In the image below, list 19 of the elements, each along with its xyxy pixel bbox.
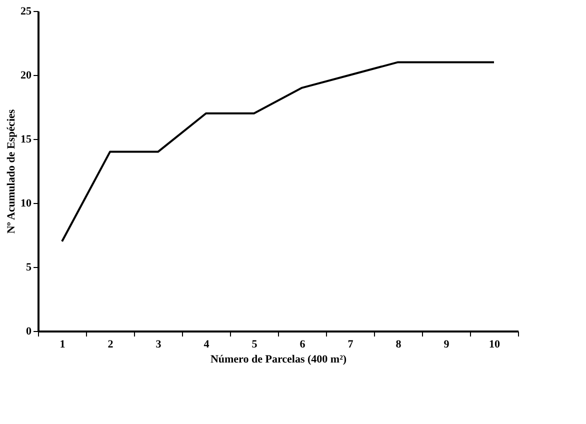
x-tick-label: 7 bbox=[348, 338, 354, 350]
x-tick-label: 3 bbox=[156, 338, 162, 350]
y-tick-label: 20 bbox=[20, 70, 32, 82]
y-tick-label: 10 bbox=[20, 198, 32, 210]
x-tick-label: 1 bbox=[60, 338, 66, 350]
x-tick-label: 4 bbox=[204, 338, 210, 350]
x-axis-title: Número de Parcelas (400 m²) bbox=[210, 354, 347, 366]
x-tick-label: 5 bbox=[252, 338, 258, 350]
y-tick-label: 5 bbox=[26, 262, 32, 274]
y-axis-title: Nº Acumulado de Espécies bbox=[6, 108, 18, 234]
y-tick-label: 15 bbox=[20, 134, 32, 146]
y-tick-label: 25 bbox=[20, 6, 32, 18]
y-tick-label: 0 bbox=[26, 326, 32, 338]
x-tick-label: 6 bbox=[300, 338, 306, 350]
x-tick-label: 10 bbox=[489, 338, 500, 350]
x-tick-label: 9 bbox=[444, 338, 450, 350]
x-tick-label: 2 bbox=[108, 338, 114, 350]
x-tick-label: 8 bbox=[396, 338, 402, 350]
line-series bbox=[61, 61, 495, 242]
